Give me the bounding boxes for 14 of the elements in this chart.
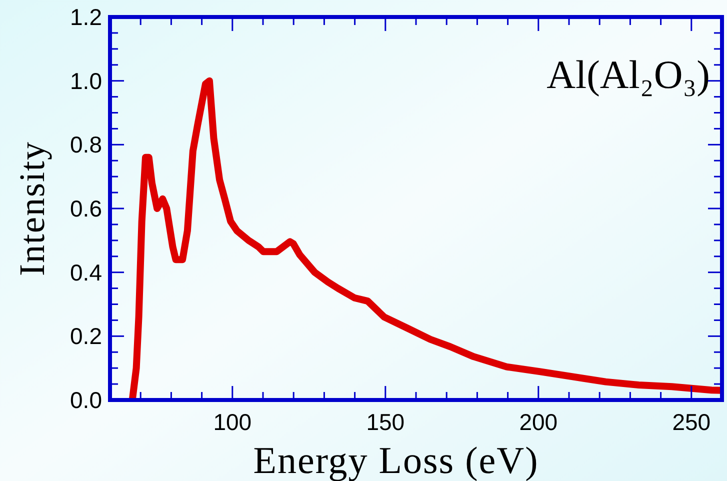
y-tick-label: 0.8 — [70, 132, 102, 158]
y-tick-label: 1.0 — [70, 68, 102, 94]
y-tick-label: 1.2 — [70, 4, 102, 30]
y-tick-label: 0.2 — [70, 323, 102, 350]
x-tick-label: 150 — [366, 409, 405, 435]
x-axis-title: Energy Loss (eV) — [253, 440, 539, 481]
x-tick-label: 100 — [213, 409, 252, 435]
y-axis-title: Intensity — [12, 141, 52, 276]
y-tick-label: 0.0 — [70, 387, 102, 414]
annotation: Al(Al₂O₃) — [546, 52, 710, 97]
x-tick-label: 200 — [519, 409, 558, 435]
x-tick-label: 250 — [672, 409, 711, 435]
y-tick-label: 0.6 — [70, 196, 102, 222]
y-tick-label: 0.4 — [70, 259, 102, 286]
